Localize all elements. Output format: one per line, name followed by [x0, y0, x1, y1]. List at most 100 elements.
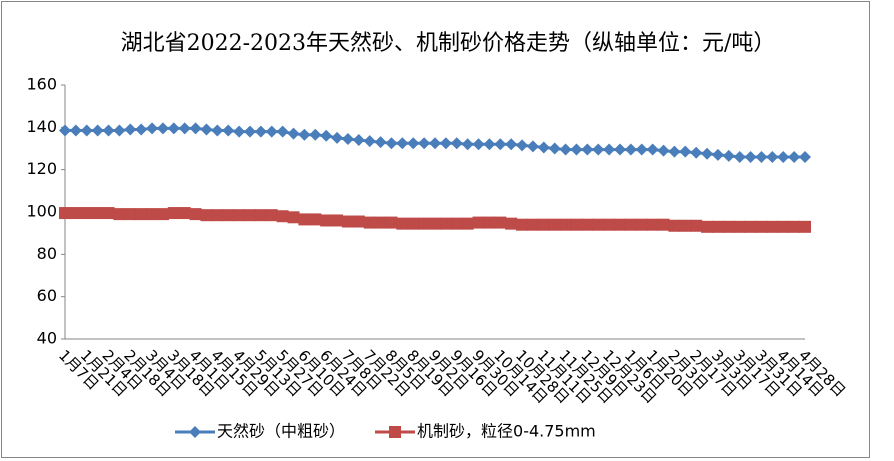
data-point	[287, 127, 300, 140]
legend-marker	[389, 426, 402, 438]
data-point	[352, 215, 365, 228]
data-point	[603, 143, 616, 156]
data-point	[439, 137, 452, 150]
data-point	[733, 220, 746, 233]
data-point	[537, 218, 550, 231]
data-point	[374, 136, 387, 149]
data-point	[690, 146, 703, 159]
data-point	[189, 208, 202, 221]
data-point	[701, 147, 714, 160]
data-point	[418, 137, 431, 150]
data-point	[799, 150, 811, 163]
data-point	[472, 216, 485, 229]
data-point	[603, 218, 616, 231]
data-point	[222, 209, 235, 222]
data-point	[407, 217, 420, 230]
data-point	[483, 138, 496, 151]
data-point	[505, 217, 518, 230]
legend-label: 天然砂（中粗砂）	[217, 422, 345, 441]
data-point	[254, 125, 267, 138]
data-point	[668, 219, 681, 232]
y-tick-label: 120	[26, 159, 57, 178]
data-point	[537, 141, 550, 154]
data-point	[581, 218, 594, 231]
data-point	[352, 134, 365, 147]
data-point	[233, 209, 246, 222]
data-point	[548, 142, 561, 155]
data-point	[244, 125, 256, 138]
data-point	[298, 213, 311, 226]
data-point	[526, 218, 539, 231]
data-point	[102, 207, 115, 220]
data-point	[167, 207, 180, 220]
data-point	[287, 211, 300, 224]
data-point	[461, 217, 474, 230]
legend-label: 机制砂，粒径0-4.75mm	[417, 422, 596, 441]
data-point	[722, 149, 735, 162]
data-point	[461, 138, 474, 151]
data-point	[200, 209, 213, 222]
data-point	[701, 220, 714, 233]
data-point	[624, 218, 637, 231]
y-tick-label: 80	[37, 244, 57, 263]
data-point	[516, 218, 529, 231]
data-point	[614, 218, 626, 231]
data-point	[374, 216, 387, 229]
data-point	[548, 218, 561, 231]
data-point	[450, 137, 463, 150]
data-point	[385, 216, 398, 229]
data-point	[69, 124, 82, 137]
data-point	[320, 129, 333, 142]
data-point	[407, 137, 420, 150]
data-point	[124, 123, 137, 136]
data-point	[679, 219, 692, 232]
data-point	[581, 143, 594, 156]
data-point	[657, 218, 670, 231]
data-point	[178, 122, 191, 135]
data-point	[254, 209, 267, 222]
data-point	[265, 209, 278, 222]
data-point	[592, 218, 605, 231]
data-point	[755, 220, 768, 233]
data-point	[733, 150, 746, 163]
data-point	[722, 220, 735, 233]
data-point	[124, 208, 137, 221]
data-point	[788, 150, 801, 163]
data-point	[80, 207, 93, 220]
data-point	[113, 124, 126, 137]
data-point	[200, 123, 213, 136]
data-point	[80, 124, 93, 137]
data-point	[113, 208, 126, 221]
data-point	[679, 145, 692, 158]
data-point	[59, 207, 71, 220]
data-point	[211, 124, 224, 137]
data-point	[320, 214, 333, 227]
data-point	[222, 124, 235, 137]
data-point	[341, 215, 354, 228]
data-point	[744, 220, 757, 233]
data-point	[429, 217, 441, 230]
data-point	[146, 122, 159, 135]
data-point	[363, 135, 376, 148]
data-point	[429, 137, 441, 150]
data-point	[483, 216, 496, 229]
data-point	[505, 138, 518, 151]
data-point	[146, 208, 159, 221]
data-point	[777, 150, 790, 163]
y-tick-label: 160	[26, 75, 57, 94]
legend-marker	[189, 426, 201, 438]
data-point	[614, 143, 626, 156]
data-point	[570, 143, 583, 156]
data-point	[766, 220, 779, 233]
data-point	[233, 125, 246, 138]
data-point	[331, 131, 344, 144]
data-point	[516, 139, 529, 152]
y-tick-label: 60	[37, 286, 57, 305]
data-point	[211, 209, 224, 222]
data-point	[624, 143, 637, 156]
data-point	[635, 143, 648, 156]
data-point	[276, 210, 289, 223]
data-point	[396, 137, 409, 150]
data-point	[472, 138, 485, 151]
